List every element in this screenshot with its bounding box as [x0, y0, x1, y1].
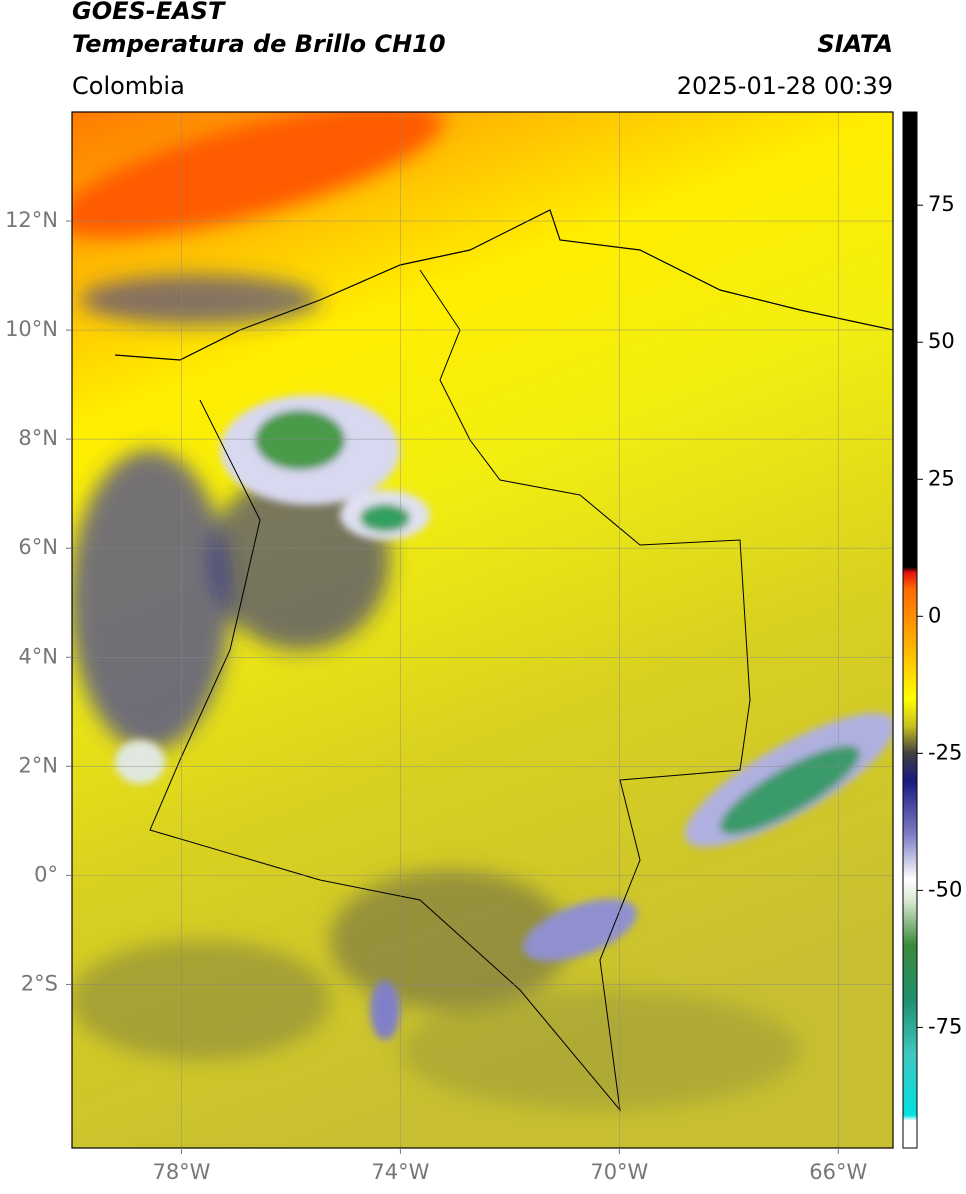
y-tick-label: 10°N — [5, 317, 58, 341]
colorbar-tick-label: 0 — [928, 603, 941, 627]
border — [149, 269, 751, 1112]
y-tick-label: 2°N — [18, 753, 58, 777]
colorbar-tick-label: 75 — [928, 192, 955, 216]
y-tick-label: 12°N — [5, 208, 58, 232]
colorbar-tick-label: -50 — [928, 877, 962, 901]
x-tick-label: 78°W — [152, 1160, 210, 1184]
y-tick-label: 2°S — [21, 971, 58, 995]
x-tick-label: 70°W — [590, 1160, 648, 1184]
y-tick-label: 0° — [34, 862, 58, 886]
region: Colombia — [72, 72, 185, 100]
colorbar — [902, 111, 918, 1149]
map-frame — [71, 111, 894, 1149]
source: SIATA — [817, 30, 893, 58]
y-tick-label: 8°N — [18, 426, 58, 450]
y-tick-label: 4°N — [18, 644, 58, 668]
colorbar-tick-label: -75 — [928, 1014, 962, 1038]
subtitle: Temperatura de Brillo CH10 — [72, 30, 446, 58]
colorbar-tick-label: 50 — [928, 329, 955, 353]
grid — [72, 112, 893, 1148]
title: GOES-EAST — [72, 0, 226, 25]
colorbar-tick-label: -25 — [928, 740, 962, 764]
datetime: 2025-01-28 00:39 — [677, 72, 893, 100]
deep-convection — [115, 395, 893, 1040]
cloud-field — [72, 112, 800, 1110]
satellite-image — [72, 112, 893, 1148]
y-tick-label: 6°N — [18, 535, 58, 559]
colorbar-tick-label: 25 — [928, 466, 955, 490]
x-tick-label: 74°W — [371, 1160, 429, 1184]
x-tick-label: 66°W — [809, 1160, 867, 1184]
